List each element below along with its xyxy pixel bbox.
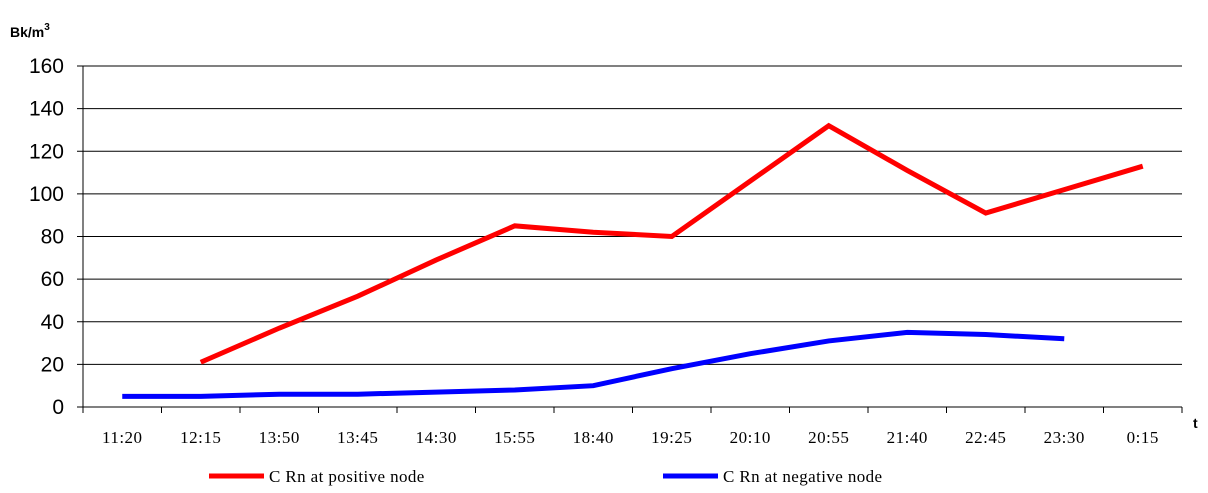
x-axis-tick-labels: 11:20 12:15 13:50 13:45 14:30 15:55 18:40 19:25… [102,428,1159,447]
axes [82,66,1183,413]
x-tick-label: 23:30 [1044,428,1085,447]
legend: C Rn at positive node C Rn at negative no… [209,467,882,486]
series-line-2 [122,329,1065,399]
x-tick-label: 11:20 [102,428,143,447]
y-tick-label: 60 [41,268,64,291]
y-axis-title: Bk/m3 [10,22,50,40]
series-lines [122,122,1144,399]
legend-label: C Rn at negative node [723,467,882,486]
x-tick-label: 21:40 [887,428,928,447]
y-tick-label: 0 [52,396,64,419]
x-tick-label: 18:40 [573,428,614,447]
x-tick-label: 0:15 [1127,428,1159,447]
x-tick-label: 20:55 [808,428,849,447]
y-axis-tick-labels: 0 20 40 60 80 100 120 140 160 [29,55,64,419]
y-tick-label: 120 [29,140,64,163]
x-tick-label: 15:55 [494,428,535,447]
x-tick-label: 20:10 [730,428,771,447]
x-tick-label: 22:45 [965,428,1006,447]
y-tick-label: 160 [29,55,64,78]
x-tick-label: 12:15 [180,428,221,447]
x-tick-label: 13:45 [337,428,378,447]
gridlines [77,65,1182,408]
x-tick-label: 19:25 [651,428,692,447]
y-tick-label: 140 [29,98,64,121]
legend-label: C Rn at positive node [269,467,425,486]
series-line-1 [199,122,1144,365]
y-tick-label: 20 [41,353,64,376]
y-tick-label: 40 [41,311,64,334]
y-tick-label: 80 [41,226,64,249]
x-axis-title: t [1193,415,1198,431]
x-tick-label: 14:30 [416,428,457,447]
y-tick-label: 100 [29,183,64,206]
x-tick-label: 13:50 [259,428,300,447]
